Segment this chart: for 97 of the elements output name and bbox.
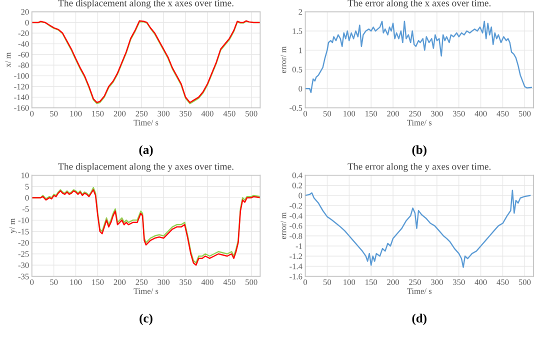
y-tick-label: -140 [14, 94, 29, 100]
x-tick-label: 0 [303, 110, 308, 116]
x-tick-label: 450 [496, 110, 509, 116]
x-tick-label: 500 [518, 110, 531, 116]
text: (c) [140, 314, 152, 326]
x-tick-label: 400 [474, 279, 487, 285]
x-tick-label: 50 [50, 110, 58, 116]
x-tick-label: 500 [246, 279, 258, 285]
x-tick-label: 350 [453, 110, 465, 116]
y-tick-label: -120 [14, 84, 29, 90]
x-tick-label: 500 [246, 110, 258, 116]
chart-title: The error along the y axes over time. [348, 162, 491, 172]
y-axis-title: error/ m [280, 46, 286, 74]
y-tick-label: -1 [296, 243, 302, 249]
x-axis-title: Time/ s [134, 288, 158, 294]
x-axis-title: Time/ s [407, 288, 432, 294]
y-tick-label: 1 [299, 48, 302, 54]
y-tick-label: -30 [18, 262, 29, 268]
y-tick-label: -20 [18, 30, 29, 36]
x-tick-label: 50 [324, 110, 332, 116]
y-tick-label: 0 [25, 195, 29, 201]
y-tick-label: 10 [22, 172, 29, 178]
x-tick-label: 150 [92, 110, 104, 116]
y-tick-label: 0 [25, 20, 29, 26]
y-tick-label: -80 [18, 62, 29, 68]
y-axis-title: x/ m [5, 52, 11, 68]
y-tick-label: 1.5 [292, 28, 302, 34]
y-tick-label: -1.6 [290, 274, 302, 280]
y-tick-label: 5 [25, 184, 29, 190]
x-tick-label: 400 [201, 110, 214, 116]
x-tick-label: 100 [344, 110, 356, 116]
x-tick-label: 150 [92, 279, 104, 285]
y-tick-label: 0 [298, 86, 302, 92]
x-tick-label: 200 [114, 279, 126, 285]
x-tick-label: 450 [223, 110, 236, 116]
y-tick-label: -0.6 [290, 223, 302, 229]
x-tick-label: 250 [136, 110, 148, 116]
text: (d) [412, 314, 426, 326]
x-tick-label: 100 [344, 279, 356, 285]
x-tick-label: 200 [387, 279, 399, 285]
x-tick-label: 0 [30, 279, 34, 285]
y-tick-label: -1.2 [290, 253, 302, 260]
x-axis-title: Time/ s [407, 120, 432, 126]
x-tick-label: 0 [30, 110, 34, 116]
y-tick-label: -20 [18, 240, 29, 246]
x-axis-title: Time/ s [134, 120, 158, 126]
y-tick-label: -10 [18, 218, 29, 224]
y-tick-label: -25 [18, 251, 29, 257]
y-tick-label: -5 [22, 206, 29, 212]
x-tick-label: 250 [136, 279, 148, 285]
y-tick-label: 20 [21, 9, 29, 15]
y-tick-label: 2 [298, 9, 302, 15]
y-tick-label: -100 [14, 73, 29, 79]
y-tick-label: -40 [18, 41, 29, 47]
text: (a) [139, 145, 153, 157]
line-series [305, 20, 532, 94]
line-series [305, 190, 531, 268]
x-tick-label: 200 [114, 110, 126, 116]
x-tick-label: 350 [180, 110, 192, 116]
x-tick-label: 150 [366, 279, 378, 285]
y-tick-label: -35 [18, 274, 29, 280]
y-tick-label: -160 [14, 105, 29, 111]
x-tick-label: 300 [158, 279, 170, 285]
x-tick-label: 50 [50, 279, 58, 285]
x-tick-label: 100 [70, 110, 82, 116]
y-tick-label: -60 [18, 52, 29, 58]
x-tick-label: 200 [387, 110, 399, 116]
y-tick-label: -0.8 [290, 233, 302, 239]
y-tick-label: 0.2 [292, 182, 302, 188]
x-tick-label: 350 [180, 279, 192, 285]
x-tick-label: 150 [366, 110, 378, 116]
chart-title: The displacement along the y axes over time. [58, 162, 234, 172]
y-tick-label: -1.4 [290, 264, 302, 270]
x-tick-label: 300 [431, 110, 443, 116]
y-tick-label: 0.4 [292, 172, 302, 178]
y-tick-label: -0.5 [290, 105, 302, 111]
text: (b) [412, 145, 426, 157]
x-tick-label: 100 [70, 279, 82, 285]
x-tick-label: 250 [409, 279, 421, 285]
y-axis-title: y/ m [9, 218, 17, 234]
x-tick-label: 500 [518, 279, 531, 285]
y-axis-title: error/ m [280, 212, 286, 239]
y-tick-label: 0 [298, 192, 302, 198]
y-tick-label: 0.5 [292, 66, 302, 72]
x-tick-label: 0 [303, 279, 308, 285]
x-tick-label: 50 [324, 279, 332, 285]
x-tick-label: 350 [453, 279, 465, 285]
x-tick-label: 250 [409, 110, 421, 116]
x-tick-label: 400 [474, 110, 487, 116]
x-tick-label: 300 [158, 110, 170, 116]
y-tick-label: -0.2 [290, 202, 302, 209]
x-tick-label: 400 [201, 279, 214, 285]
y-tick-label: -0.4 [290, 213, 302, 219]
x-tick-label: 450 [496, 279, 509, 285]
y-tick-label: -15 [18, 228, 29, 234]
x-tick-label: 450 [223, 279, 236, 285]
x-tick-label: 300 [431, 279, 443, 285]
